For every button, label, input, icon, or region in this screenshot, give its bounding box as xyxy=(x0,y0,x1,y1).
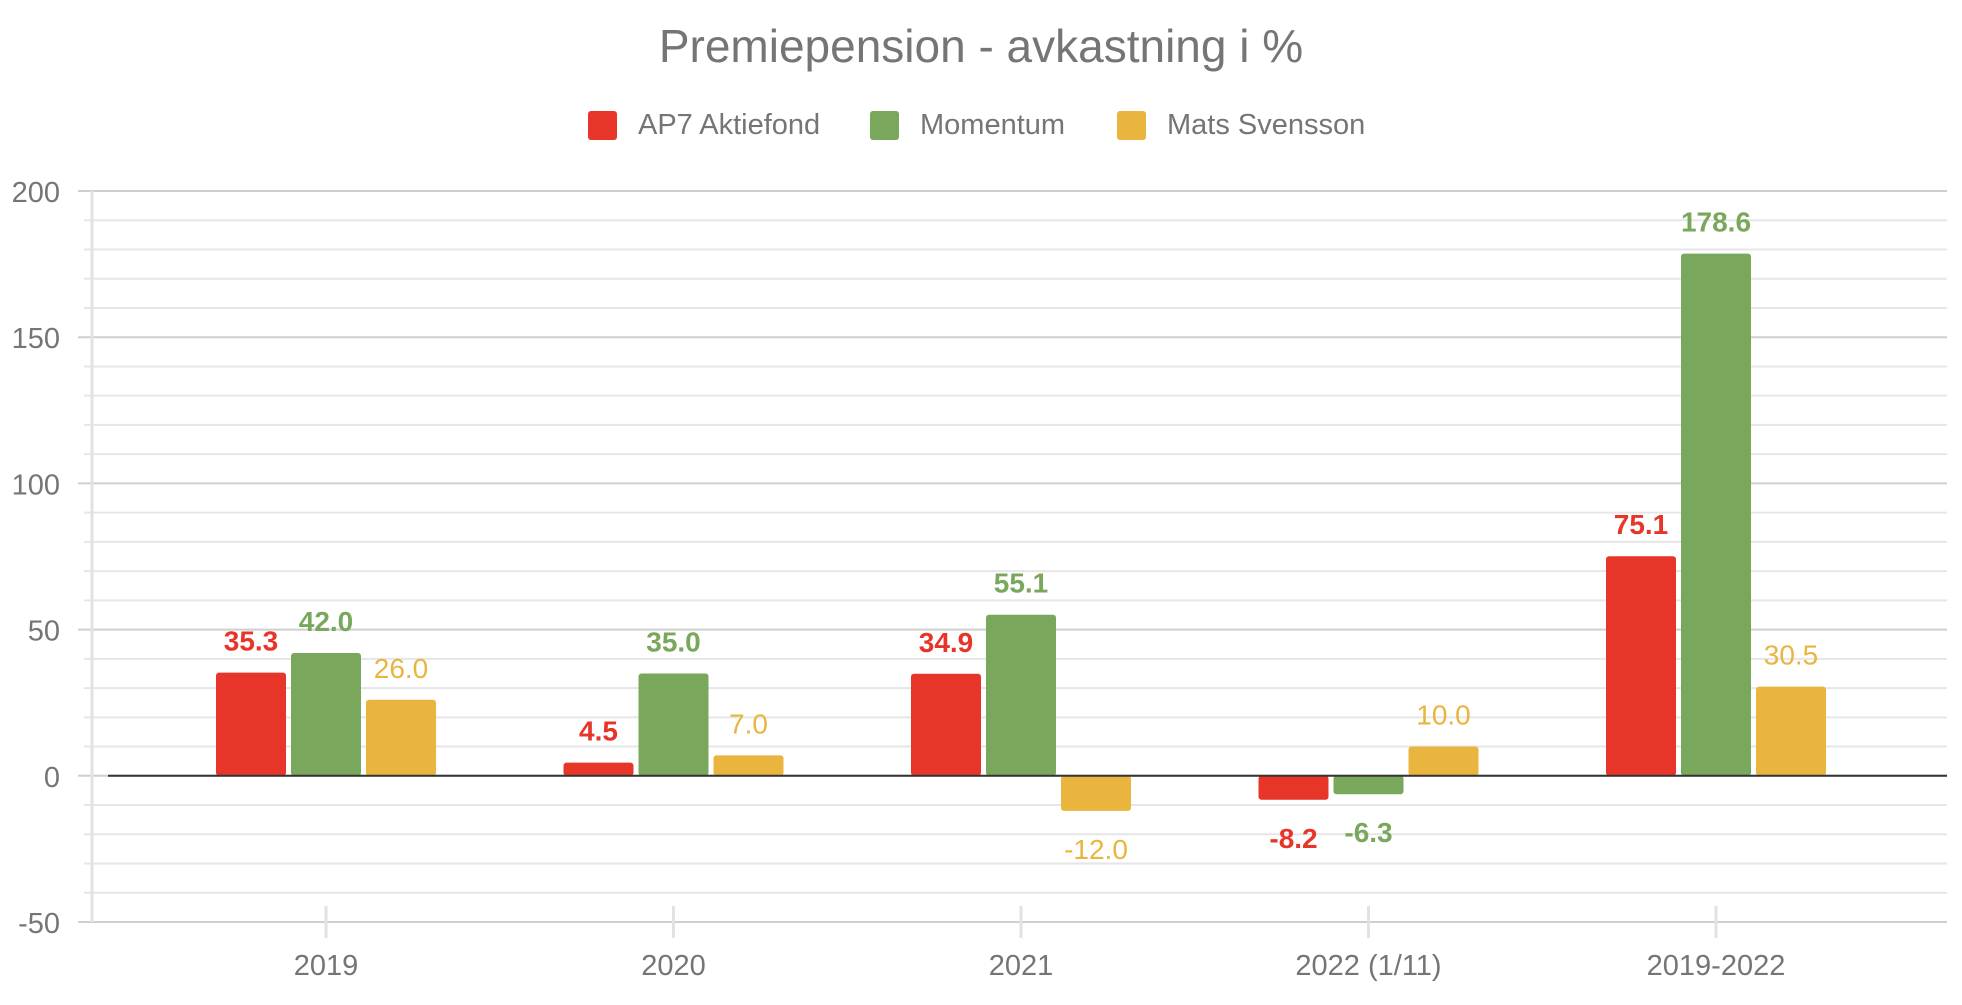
data-label: 7.0 xyxy=(729,708,768,739)
x-tick-label: 2019 xyxy=(294,950,359,982)
y-tick-label: 200 xyxy=(12,177,60,209)
legend: AP7 Aktiefond Momentum Mats Svensson xyxy=(588,109,1365,141)
data-label: 75.1 xyxy=(1614,509,1669,540)
x-tick-label: 2019-2022 xyxy=(1647,950,1786,982)
bar-ap7-aktiefond xyxy=(216,672,286,776)
y-tick-label: 100 xyxy=(12,469,60,501)
data-label: 42.0 xyxy=(299,606,354,637)
y-tick-label: 0 xyxy=(44,762,60,794)
bar-ap7-aktiefond xyxy=(563,762,634,776)
data-label: 4.5 xyxy=(579,716,618,747)
y-tick-label: 50 xyxy=(28,616,60,648)
data-label: 35.3 xyxy=(224,626,279,657)
bar-momentum xyxy=(291,652,361,776)
x-tick-label: 2022 (1/11) xyxy=(1295,950,1441,982)
bar-ap7-aktiefond xyxy=(911,673,981,776)
bar-ap7-aktiefond xyxy=(1606,556,1676,776)
bar-momentum xyxy=(638,673,709,776)
legend-label: Momentum xyxy=(920,109,1065,141)
data-label: 30.5 xyxy=(1764,640,1819,671)
y-tick-label: -50 xyxy=(18,908,60,940)
y-axis: -50 0 50 100 150 200 xyxy=(12,177,60,940)
legend-swatch xyxy=(588,111,617,140)
data-label: 178.6 xyxy=(1681,207,1751,238)
data-label: 10.0 xyxy=(1416,700,1471,731)
legend-label: AP7 Aktiefond xyxy=(638,109,820,141)
bar-ap7-aktiefond xyxy=(1258,775,1329,800)
data-label: -12.0 xyxy=(1064,834,1128,865)
chart-title: Premiepension - avkastning i % xyxy=(659,20,1303,72)
data-label: 34.9 xyxy=(919,627,974,658)
x-tick-label: 2021 xyxy=(989,950,1054,982)
bars xyxy=(108,253,1947,811)
bar-mats-svensson xyxy=(366,699,436,776)
legend-label: Mats Svensson xyxy=(1167,109,1365,141)
legend-swatch xyxy=(1117,111,1146,140)
bar-mats-svensson xyxy=(1061,775,1131,811)
data-label: 55.1 xyxy=(994,568,1049,599)
x-axis: 2019 2020 2021 2022 (1/11) 2019-2022 xyxy=(294,906,1786,982)
y-tick-label: 150 xyxy=(12,323,60,355)
bar-mats-svensson xyxy=(713,755,784,776)
data-label: 26.0 xyxy=(374,653,429,684)
bar-mats-svensson xyxy=(1408,746,1479,776)
data-label: -8.2 xyxy=(1269,823,1317,854)
bar-mats-svensson xyxy=(1756,686,1826,776)
bar-momentum xyxy=(986,614,1056,776)
legend-swatch xyxy=(870,111,899,140)
bar-momentum xyxy=(1681,253,1751,776)
data-label: -6.3 xyxy=(1344,817,1392,848)
data-label: 35.0 xyxy=(646,626,701,657)
data-labels: 35.3 4.5 34.9 -8.2 75.1 42.0 35.0 55.1 -6.3 178.6… xyxy=(224,207,1819,865)
x-tick-label: 2020 xyxy=(641,950,706,982)
bar-momentum xyxy=(1333,775,1404,795)
